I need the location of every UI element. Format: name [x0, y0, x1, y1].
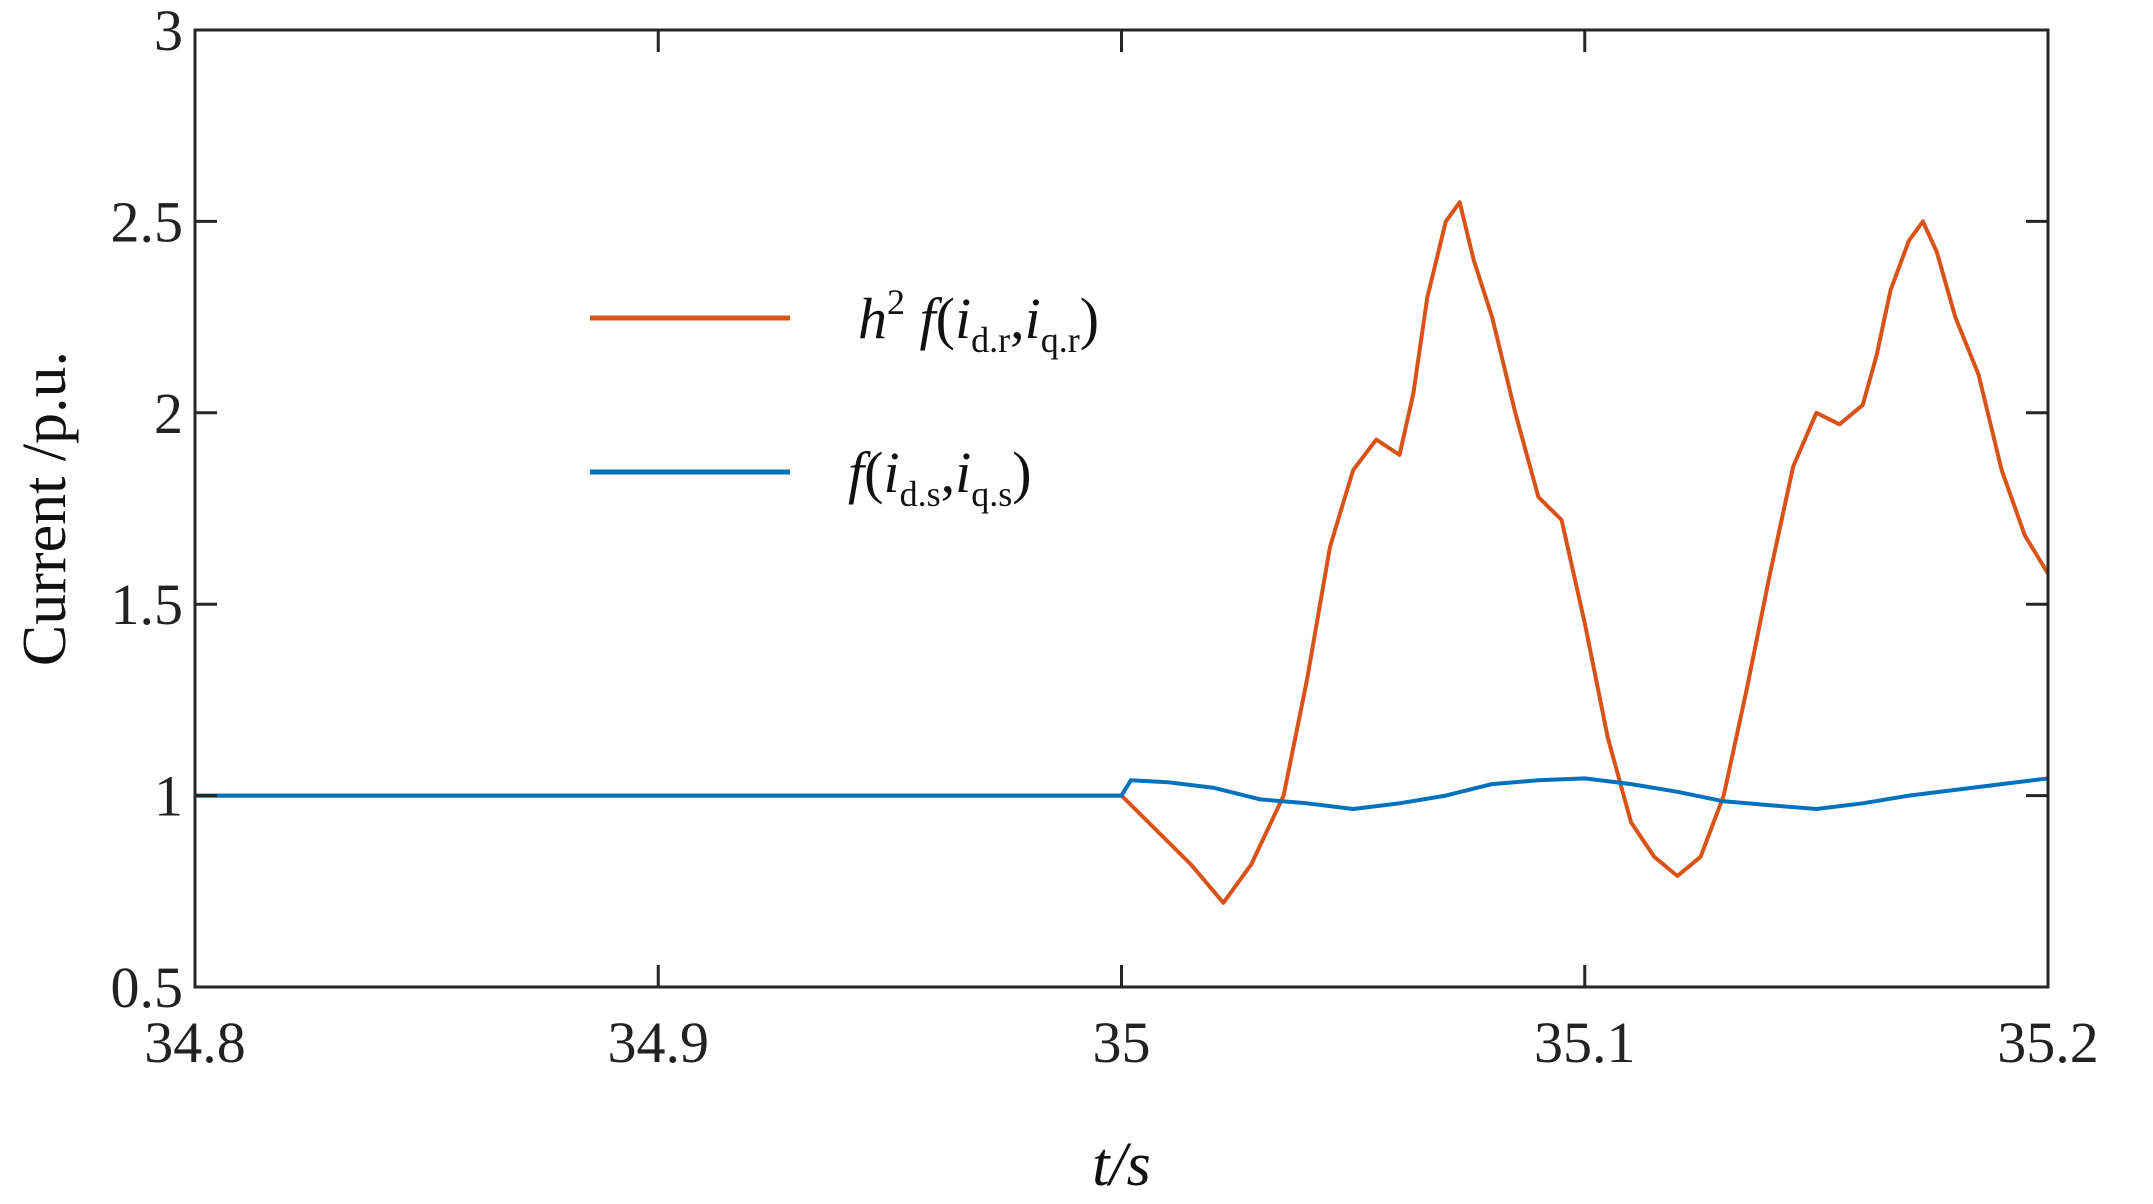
y-tick-label-2: 1.5: [111, 572, 184, 637]
plot-frame: [193, 28, 2050, 989]
axis-ticks: [193, 28, 2050, 989]
x-tick-label-2: 35: [1093, 1010, 1151, 1075]
y-tick-label-4: 2.5: [111, 189, 184, 254]
series-line-2: [195, 776, 2048, 811]
y-axis-label: Current /p.u.: [11, 351, 79, 666]
axis-tick-labels: 34.8 34.9 35 35.1 35.2 0.5 1 1.5 2 2.5 3: [111, 0, 2099, 1075]
x-tick-label-3: 35.1: [1534, 1010, 1636, 1075]
y-tick-label-0: 0.5: [111, 955, 184, 1020]
x-tick-label-4: 35.2: [1997, 1010, 2099, 1075]
y-tick-label-5: 3: [154, 0, 183, 63]
x-tick-label-0: 34.8: [144, 1010, 246, 1075]
legend: h2 f(id.r,iq.r) f(id.s,iq.s): [590, 282, 1099, 514]
y-tick-label-3: 2: [154, 381, 183, 446]
legend-label-1: h2 f(id.r,iq.r): [858, 282, 1099, 360]
series-line-1: [195, 200, 2048, 905]
x-tick-label-1: 34.9: [608, 1010, 710, 1075]
x-axis-label: t/s: [1092, 1131, 1151, 1199]
y-tick-label-1: 1: [154, 764, 183, 829]
legend-label-2: f(id.s,iq.s): [848, 440, 1032, 514]
plot-lines: [195, 200, 2048, 905]
